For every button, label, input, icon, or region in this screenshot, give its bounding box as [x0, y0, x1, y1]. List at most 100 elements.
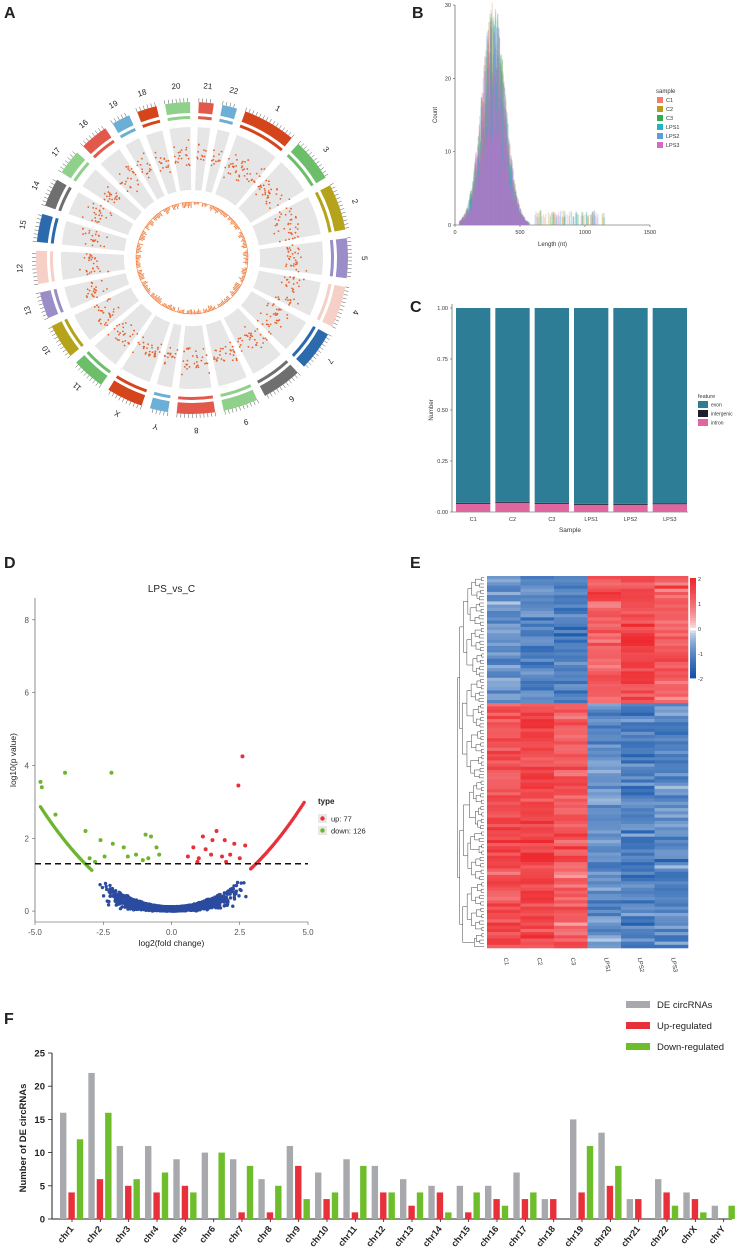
hist-bar — [524, 221, 527, 225]
hist-bar — [508, 154, 510, 225]
stack-segment-intron — [652, 504, 687, 512]
hist-bar — [535, 211, 537, 225]
chromosome-tick — [282, 384, 286, 389]
hist-bar — [497, 33, 500, 225]
hist-bar — [494, 77, 496, 225]
circrna-point — [95, 213, 97, 216]
circrna-point — [276, 313, 278, 316]
hist-bar — [492, 141, 495, 225]
density-bar — [241, 236, 245, 239]
density-bar — [230, 218, 233, 221]
hist-bar — [537, 217, 539, 225]
hist-bar — [495, 18, 497, 225]
circrna-point — [191, 355, 194, 357]
hist-bar — [510, 167, 512, 225]
circrna-point — [136, 333, 139, 335]
circrna-point — [240, 350, 243, 352]
hist-bar — [464, 218, 466, 225]
hist-bar — [494, 133, 496, 225]
hist-bar — [490, 129, 493, 225]
circrna-point — [296, 262, 298, 265]
density-bar — [216, 208, 220, 213]
hist-bar — [479, 157, 481, 225]
circrna-point — [204, 362, 206, 365]
hist-bar — [528, 222, 530, 225]
hist-bar — [459, 221, 461, 225]
circrna-point — [302, 278, 305, 281]
chromosome-segment — [36, 250, 50, 285]
hist-bar — [463, 219, 466, 225]
chromosome-tick — [72, 151, 76, 155]
ns-point — [103, 881, 108, 886]
circrna-point — [218, 159, 221, 162]
hist-bar — [484, 105, 486, 225]
stack-segment-exon — [495, 308, 530, 502]
hist-bar — [509, 164, 511, 225]
hist-bar — [472, 181, 474, 225]
hist-bar — [483, 168, 485, 225]
hist-bar — [499, 130, 501, 225]
circrna-point — [205, 354, 208, 357]
hist-bar — [503, 86, 505, 225]
hist-bar — [469, 200, 471, 225]
chromosome-tick — [324, 173, 329, 177]
hist-bar — [463, 219, 465, 225]
scatter-track-bg — [252, 196, 321, 246]
circrna-point — [151, 344, 153, 347]
hist-bar — [500, 130, 502, 225]
hist-bar — [465, 218, 467, 225]
density-bar — [220, 302, 223, 306]
hist-bar — [469, 210, 471, 225]
hist-bar — [513, 196, 515, 225]
chromosome-tick — [91, 132, 95, 137]
chromosome-tick — [124, 112, 127, 117]
hist-bar — [491, 94, 493, 225]
density-bar — [170, 307, 173, 311]
ns-point — [169, 905, 173, 909]
circrna-point — [243, 174, 246, 177]
circrna-point — [117, 306, 120, 309]
circrna-point — [265, 323, 268, 326]
hist-bar — [497, 99, 500, 225]
hist-bar — [518, 210, 520, 225]
chromosome-tick — [307, 361, 312, 366]
hist-bar — [474, 198, 476, 225]
circrna-point — [284, 239, 287, 241]
hist-bar — [468, 211, 470, 225]
chromosome-tick — [332, 326, 336, 329]
hist-bar — [523, 218, 525, 225]
hist-bar — [476, 155, 478, 225]
circrna-point — [106, 186, 109, 188]
chromosome-tick — [235, 407, 238, 412]
circrna-point — [276, 204, 279, 207]
chromosome-tick — [262, 115, 265, 120]
hist-bar — [485, 70, 487, 225]
y-axis-title: Number — [429, 399, 435, 420]
chromosome-segment — [149, 397, 170, 413]
chromosome-tick — [43, 196, 48, 199]
hist-bar — [474, 190, 477, 225]
hist-bar — [515, 192, 517, 225]
hist-bar — [517, 202, 519, 225]
hist-bar — [516, 210, 518, 225]
hist-bar — [512, 203, 514, 225]
hist-bar — [464, 219, 466, 225]
circrna-point — [96, 260, 98, 263]
circrna-point — [196, 356, 199, 359]
circrna-point — [187, 139, 190, 141]
hist-bar — [489, 99, 491, 225]
circrna-point — [125, 165, 128, 168]
circrna-point — [94, 220, 97, 222]
circrna-point — [84, 232, 87, 235]
density-bar — [220, 211, 224, 215]
circrna-point — [223, 176, 225, 179]
hist-bar — [522, 218, 524, 225]
hist-bar — [487, 29, 489, 225]
hist-bar — [517, 207, 519, 225]
hist-bar — [506, 137, 508, 225]
circrna-point — [165, 160, 168, 163]
circrna-point — [201, 356, 204, 359]
density-bar — [225, 214, 228, 218]
hist-bar — [592, 212, 594, 225]
density-bar — [147, 289, 151, 293]
